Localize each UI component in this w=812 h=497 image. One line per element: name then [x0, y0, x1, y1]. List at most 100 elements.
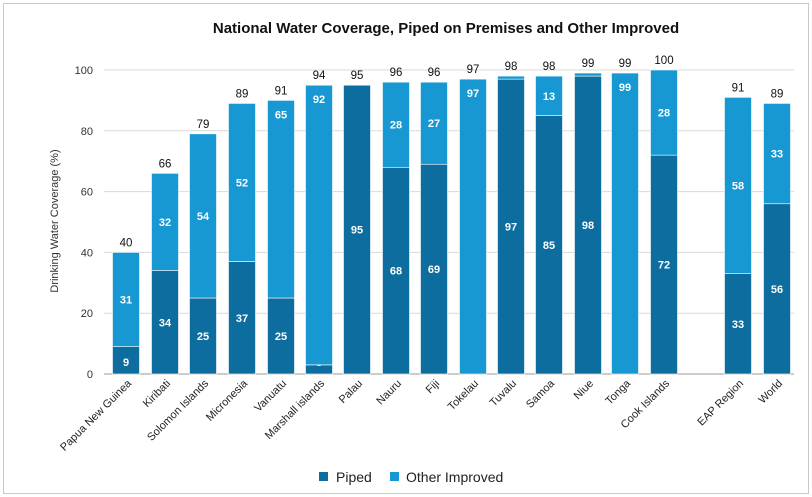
bar-segment-other-improved [112, 252, 140, 347]
bar-segment-piped [228, 261, 256, 375]
total-label: 98 [543, 61, 556, 73]
data-label: 69 [428, 264, 440, 276]
x-tick-label: Tokelau [446, 378, 481, 413]
data-label: 97 [505, 222, 517, 234]
total-label: 66 [159, 158, 172, 170]
data-label: 95 [351, 225, 363, 237]
x-tick-label: Nauru [374, 378, 404, 408]
x-tick-label: Vanuatu [252, 378, 289, 415]
bars: 9314034326625547937528925659139294959568… [112, 55, 791, 375]
data-label: 68 [390, 266, 402, 278]
y-tick-label: 80 [81, 126, 93, 138]
bar-segment-other-improved [497, 75, 525, 80]
y-tick-label: 60 [81, 187, 93, 199]
bar-segment-other-improved [420, 81, 448, 165]
y-tick-label: 40 [81, 247, 93, 259]
data-label: 98 [582, 220, 594, 232]
x-tick-label: Papua New Guinea [58, 377, 135, 454]
data-label: 37 [236, 313, 248, 325]
x-tick-label: Micronesia [204, 377, 251, 424]
total-label: 96 [428, 67, 441, 79]
total-label: 96 [390, 67, 403, 79]
bar-segment-piped [112, 346, 140, 375]
y-tick-label: 0 [87, 369, 93, 381]
y-tick-label: 100 [75, 65, 93, 77]
bar-segment-piped [343, 84, 371, 375]
data-label: 27 [428, 118, 440, 130]
grid-lines [104, 69, 794, 375]
total-label: 100 [654, 55, 673, 67]
bar-segment-piped [535, 115, 563, 375]
total-label: 98 [505, 61, 518, 73]
data-label: 33 [732, 319, 744, 331]
data-label: 33 [771, 149, 783, 161]
data-label: 34 [159, 317, 172, 329]
data-label: 28 [390, 120, 402, 132]
data-label: 99 [619, 82, 631, 94]
total-label: 99 [582, 58, 595, 70]
bar-segment-other-improved [535, 75, 563, 116]
legend-swatch-other-improved [390, 472, 399, 481]
bar-segment-other-improved [189, 133, 217, 299]
bar-segment-other-improved [574, 72, 602, 77]
data-label: 85 [543, 240, 555, 252]
bar-segment-other-improved [151, 173, 179, 271]
data-label: 25 [197, 331, 209, 343]
data-label: 25 [275, 331, 287, 343]
bar-segment-other-improved [611, 72, 639, 375]
bar-segment-other-improved [650, 69, 678, 156]
total-label: 94 [313, 70, 326, 82]
bar-segment-other-improved [382, 81, 410, 168]
bar-segment-other-improved [267, 100, 295, 299]
x-tick-label: Fiji [424, 378, 442, 396]
bar-segment-piped [650, 154, 678, 375]
bar-segment-piped [763, 203, 791, 375]
total-label: 89 [771, 88, 784, 100]
data-label: 13 [543, 91, 555, 103]
x-tick-label: World [756, 378, 785, 407]
x-tick-label: Kiribati [141, 378, 173, 410]
bar-segment-other-improved [228, 103, 256, 262]
x-tick-label: Palau [337, 378, 365, 406]
legend-label-other-improved: Other Improved [406, 469, 503, 485]
data-label: 56 [771, 284, 783, 296]
data-label: 9 [123, 357, 129, 369]
data-label: 92 [313, 94, 325, 106]
x-tick-label: Tuvalu [488, 378, 520, 410]
y-axis-label: Drinking Water Coverage (%) [49, 149, 61, 292]
bar-segment-other-improved [305, 84, 333, 366]
data-label: 52 [236, 177, 248, 189]
chart-title: National Water Coverage, Piped on Premis… [213, 20, 679, 37]
total-label: 95 [351, 70, 364, 82]
y-tick-label: 20 [81, 308, 93, 320]
total-label: 40 [120, 237, 133, 249]
bar-segment-other-improved [459, 78, 487, 375]
data-label: 54 [197, 211, 210, 223]
total-label: 79 [197, 119, 210, 131]
total-label: 91 [275, 85, 288, 97]
legend-label-piped: Piped [336, 469, 372, 485]
data-label: 65 [275, 109, 287, 121]
bar-segment-piped [382, 166, 410, 375]
x-tick-label: Samoa [524, 377, 558, 411]
y-axis-ticks: 0 20 40 60 80 100 [75, 65, 93, 381]
data-label: 31 [120, 295, 132, 307]
legend-swatch-piped [319, 472, 328, 481]
bar-segment-piped [189, 297, 217, 375]
data-label: 97 [467, 88, 479, 100]
data-label: 28 [658, 108, 670, 120]
total-label: 99 [619, 58, 632, 70]
bar-segment-other-improved [724, 97, 752, 274]
data-label: 72 [658, 260, 670, 272]
total-label: 97 [467, 64, 480, 76]
data-label: 58 [732, 181, 744, 193]
data-label: 32 [159, 217, 171, 229]
total-label: 89 [236, 88, 249, 100]
bar-segment-piped [267, 297, 295, 375]
x-tick-label: EAP Region [695, 378, 746, 429]
x-tick-label: Niue [572, 378, 596, 402]
legend: Piped Other Improved [319, 469, 503, 485]
bar-segment-other-improved [763, 103, 791, 205]
